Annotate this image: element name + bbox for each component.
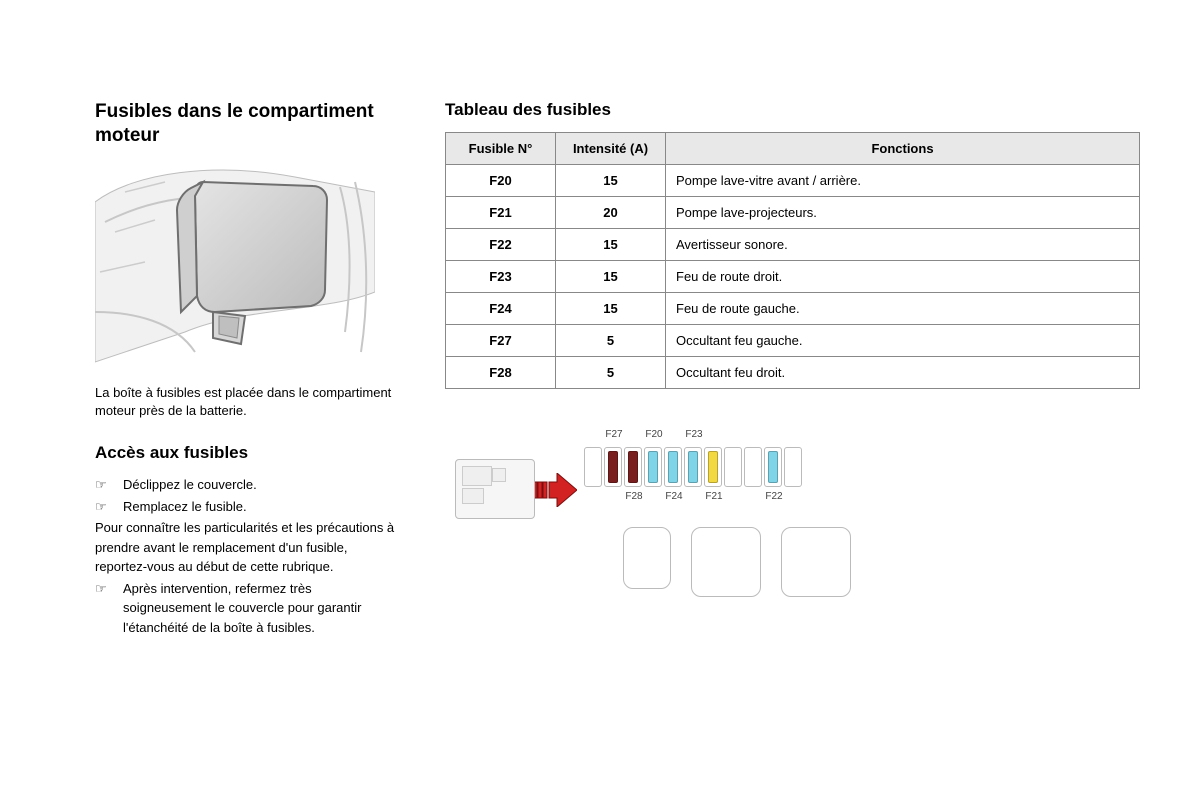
cell-amp: 5 — [556, 325, 666, 357]
access-steps-2: Après intervention, refermez très soigne… — [95, 579, 395, 638]
fuse-label — [725, 429, 743, 447]
section-title: Fusibles dans le compartiment moteur — [95, 100, 395, 148]
illustration-caption: La boîte à fusibles est placée dans le c… — [95, 384, 395, 422]
fuse-label — [745, 429, 763, 447]
cell-amp: 15 — [556, 293, 666, 325]
cell-function: Occultant feu gauche. — [666, 325, 1140, 357]
relay-row — [623, 527, 851, 597]
engine-compartment-illustration — [95, 162, 375, 372]
fuse-slot — [604, 447, 622, 487]
table-row: F2415Feu de route gauche. — [446, 293, 1140, 325]
fuse-label — [725, 491, 743, 509]
fuse-label — [685, 491, 703, 509]
cell-amp: 15 — [556, 229, 666, 261]
cell-fuse-id: F22 — [446, 229, 556, 261]
fuse-label — [745, 491, 763, 509]
fuse-label: F21 — [705, 491, 723, 509]
fuse-row-container: F27 F20 F23 F28 F24 F21 F22 — [583, 429, 851, 597]
fuse-label: F20 — [645, 429, 663, 447]
access-paragraph: Pour connaître les particularités et les… — [95, 518, 395, 577]
col-label: Fusible N° — [469, 141, 533, 156]
cell-fuse-id: F24 — [446, 293, 556, 325]
fuse-label — [765, 429, 783, 447]
cell-amp: 20 — [556, 197, 666, 229]
board-chip — [492, 468, 506, 482]
fuse-label: F24 — [665, 491, 683, 509]
fuse-label: F28 — [625, 491, 643, 509]
col-functions: Fonctions — [666, 133, 1140, 165]
table-row: F2015Pompe lave-vitre avant / arrière. — [446, 165, 1140, 197]
fuse-slot — [744, 447, 762, 487]
fuse-slot — [784, 447, 802, 487]
table-row: F285Occultant feu droit. — [446, 357, 1140, 389]
step-close: Après intervention, refermez très soigne… — [95, 579, 395, 638]
table-row: F2120Pompe lave-projecteurs. — [446, 197, 1140, 229]
cell-fuse-id: F27 — [446, 325, 556, 357]
access-title: Accès aux fusibles — [95, 443, 395, 463]
cell-function: Feu de route gauche. — [666, 293, 1140, 325]
fuse-slot — [704, 447, 722, 487]
cell-function: Avertisseur sonore. — [666, 229, 1140, 261]
fuse-slots-row — [583, 447, 851, 487]
access-steps-1: Déclippez le couvercle. Remplacez le fus… — [95, 475, 395, 516]
cell-amp: 15 — [556, 165, 666, 197]
cell-fuse-id: F20 — [446, 165, 556, 197]
arrow-right-icon — [533, 473, 577, 512]
fuse-labels-top: F27 F20 F23 — [585, 429, 851, 447]
fuse-label: F23 — [685, 429, 703, 447]
fuse-slot — [664, 447, 682, 487]
cell-function: Pompe lave-projecteurs. — [666, 197, 1140, 229]
fuse-label — [625, 429, 643, 447]
circuit-board-icon — [455, 459, 535, 519]
cell-function: Feu de route droit. — [666, 261, 1140, 293]
table-header-row: Fusible N° Intensité (A) Fonctions — [446, 133, 1140, 165]
access-section: Accès aux fusibles Déclippez le couvercl… — [95, 443, 395, 637]
relay-slot — [691, 527, 761, 597]
fuse-slot — [644, 447, 662, 487]
left-column: Fusibles dans le compartiment moteur — [95, 100, 395, 639]
right-column: Tableau des fusibles Fusible N° Intensit… — [445, 100, 1140, 639]
cell-amp: 5 — [556, 357, 666, 389]
table-title: Tableau des fusibles — [445, 100, 1140, 120]
fuse-table: Fusible N° Intensité (A) Fonctions F2015… — [445, 132, 1140, 389]
fuse-slot — [724, 447, 742, 487]
fuse-layout-diagram: F27 F20 F23 F28 F24 F21 F22 — [445, 429, 1140, 597]
manual-page: Fusibles dans le compartiment moteur — [95, 100, 1140, 639]
fuse-label — [785, 491, 803, 509]
col-fuse-number: Fusible N° — [446, 133, 556, 165]
step-unclip: Déclippez le couvercle. — [95, 475, 395, 495]
cell-fuse-id: F28 — [446, 357, 556, 389]
relay-slot — [623, 527, 671, 589]
col-intensity: Intensité (A) — [556, 133, 666, 165]
fuse-label: F22 — [765, 491, 783, 509]
fuse-label — [585, 429, 603, 447]
table-row: F2215Avertisseur sonore. — [446, 229, 1140, 261]
fuse-label: F27 — [605, 429, 623, 447]
fuse-slot — [624, 447, 642, 487]
cell-function: Pompe lave-vitre avant / arrière. — [666, 165, 1140, 197]
fuse-label — [605, 491, 623, 509]
cell-fuse-id: F23 — [446, 261, 556, 293]
fuse-slot — [584, 447, 602, 487]
table-row: F2315Feu de route droit. — [446, 261, 1140, 293]
col-label: Fonctions — [871, 141, 933, 156]
cell-fuse-id: F21 — [446, 197, 556, 229]
step-replace: Remplacez le fusible. — [95, 497, 395, 517]
cell-function: Occultant feu droit. — [666, 357, 1140, 389]
fuse-label — [585, 491, 603, 509]
fuse-label — [645, 491, 663, 509]
fuse-slot — [764, 447, 782, 487]
fuse-label — [705, 429, 723, 447]
fuse-label — [665, 429, 683, 447]
relay-slot — [781, 527, 851, 597]
col-label: Intensité (A) — [573, 141, 648, 156]
fuse-slot — [684, 447, 702, 487]
fuse-label — [785, 429, 803, 447]
cell-amp: 15 — [556, 261, 666, 293]
table-row: F275Occultant feu gauche. — [446, 325, 1140, 357]
fuse-table-body: F2015Pompe lave-vitre avant / arrière.F2… — [446, 165, 1140, 389]
fuse-labels-bottom: F28 F24 F21 F22 — [585, 491, 851, 509]
